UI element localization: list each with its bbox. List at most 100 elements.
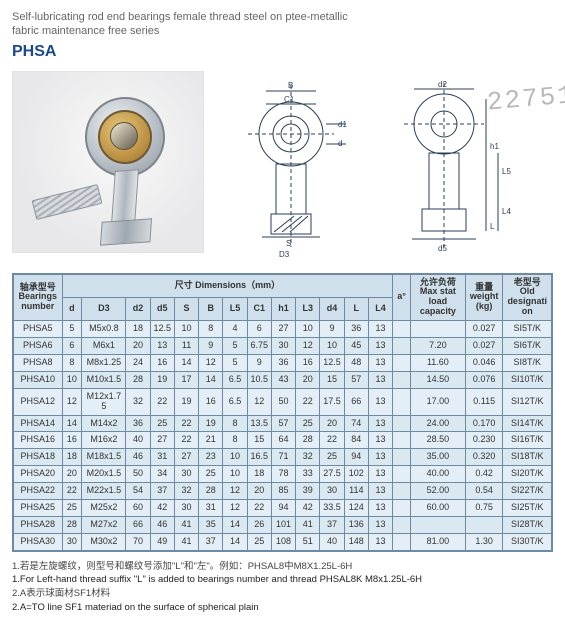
- cell-dim: 28: [199, 483, 223, 500]
- th-L4: L4: [368, 297, 392, 320]
- cell-dim: 13: [368, 338, 392, 355]
- cell-dim: 94: [271, 499, 295, 516]
- lbl-S: S: [286, 239, 291, 248]
- cell-dim: 12: [296, 338, 320, 355]
- cell-dim: 101: [271, 516, 295, 533]
- lbl-L: L: [490, 222, 495, 231]
- th-C1: C1: [247, 297, 271, 320]
- table-row: PHSA1616M16x240272221815642822841328.500…: [14, 432, 552, 449]
- cell-dim: 66: [344, 388, 368, 415]
- cell-dim: M16x2: [82, 432, 126, 449]
- cell-dim: M14x2: [82, 415, 126, 432]
- subtitle-line2: fabric maintenance free series: [12, 24, 553, 38]
- cell-dim: 30: [174, 466, 198, 483]
- th-dimensions-group: 尺寸 Dimensions（mm）: [62, 274, 393, 297]
- cell-dim: 19: [150, 371, 174, 388]
- table-row: PHSA3030M30x270494137142510851401481381.…: [14, 533, 552, 550]
- cell-dim: 22: [174, 415, 198, 432]
- cell-dim: 30: [320, 483, 344, 500]
- cell-alpha: [393, 338, 411, 355]
- cell-dim: 22: [320, 432, 344, 449]
- th-L: L: [344, 297, 368, 320]
- cell-dim: 32: [296, 449, 320, 466]
- cell-dim: 37: [150, 483, 174, 500]
- cell-dim: 33.5: [320, 499, 344, 516]
- cell-dim: 13: [368, 354, 392, 371]
- cell-dim: 12.5: [150, 321, 174, 338]
- cell-dim: 40: [126, 432, 150, 449]
- cell-dim: 20: [62, 466, 82, 483]
- table-row: PHSA2222M22x1.55437322812208539301141352…: [14, 483, 552, 500]
- lbl-L5: L5: [502, 167, 511, 176]
- cell-dim: 10: [320, 338, 344, 355]
- cell-old: SI12T/K: [503, 388, 552, 415]
- cell-dim: 13: [368, 388, 392, 415]
- cell-dim: 27: [174, 449, 198, 466]
- footnotes: 1.若是左旋螺纹，则型号和螺纹号添加"L"和"左"。例如：PHSAL8中M8X1…: [12, 560, 553, 615]
- cell-dim: 31: [199, 499, 223, 516]
- cell-dim: 85: [271, 483, 295, 500]
- cell-dim: 27.5: [320, 466, 344, 483]
- cell-dim: 13: [368, 449, 392, 466]
- cell-dim: 18: [126, 321, 150, 338]
- cell-dim: 23: [199, 449, 223, 466]
- series-name: PHSA: [12, 43, 553, 61]
- spec-table: 轴承型号 Bearings number 尺寸 Dimensions（mm） a…: [13, 274, 552, 551]
- cell-dim: 41: [174, 516, 198, 533]
- cell-dim: 13.5: [247, 415, 271, 432]
- cell-dim: 18: [62, 449, 82, 466]
- cell-max-load: 35.00: [410, 449, 465, 466]
- cell-old: SI25T/K: [503, 499, 552, 516]
- cell-max-load: 40.00: [410, 466, 465, 483]
- cell-old: SI28T/K: [503, 516, 552, 533]
- cell-dim: 28: [126, 371, 150, 388]
- note-2-en: 2.A=TO line SF1 materiad on the surface …: [12, 601, 553, 615]
- th-B: B: [199, 297, 223, 320]
- cell-weight: 0.54: [465, 483, 502, 500]
- cell-max-load: 11.60: [410, 354, 465, 371]
- cell-weight: 0.75: [465, 499, 502, 516]
- cell-dim: 22: [150, 388, 174, 415]
- cell-dim: 20: [320, 415, 344, 432]
- cell-max-load: 17.00: [410, 388, 465, 415]
- cell-dim: 14: [174, 354, 198, 371]
- cell-old: SI20T/K: [503, 466, 552, 483]
- th-S: S: [174, 297, 198, 320]
- reb-thread: [32, 184, 103, 220]
- cell-alpha: [393, 432, 411, 449]
- th-d5: d5: [150, 297, 174, 320]
- cell-dim: 13: [368, 321, 392, 338]
- cell-dim: 25: [320, 449, 344, 466]
- cell-max-load: 14.50: [410, 371, 465, 388]
- cell-dim: 13: [368, 371, 392, 388]
- cell-dim: 8: [199, 321, 223, 338]
- cell-dim: 34: [150, 466, 174, 483]
- table-row: PHSA2828M27x2664641351426101413713613SI2…: [14, 516, 552, 533]
- cell-weight: 0.027: [465, 338, 502, 355]
- cell-weight: 0.027: [465, 321, 502, 338]
- cell-dim: 114: [344, 483, 368, 500]
- cell-dim: 25: [247, 533, 271, 550]
- cell-dim: M5x0.8: [82, 321, 126, 338]
- note-1-cn: 1.若是左旋螺纹，则型号和螺纹号添加"L"和"左"。例如：PHSAL8中M8X1…: [12, 560, 553, 574]
- cell-dim: 42: [150, 499, 174, 516]
- cell-dim: M25x2: [82, 499, 126, 516]
- cell-dim: 16: [199, 388, 223, 415]
- cell-bearing-number: PHSA30: [14, 533, 63, 550]
- cell-dim: 50: [126, 466, 150, 483]
- cell-dim: 54: [126, 483, 150, 500]
- table-row: PHSA88M8x1.252416141259361612.5481311.60…: [14, 354, 552, 371]
- cell-dim: 45: [344, 338, 368, 355]
- cell-old: SI18T/K: [503, 449, 552, 466]
- lbl-d2: d2: [438, 80, 447, 89]
- cell-dim: 30: [174, 499, 198, 516]
- cell-old: SI30T/K: [503, 533, 552, 550]
- cell-weight: 0.046: [465, 354, 502, 371]
- cell-dim: 13: [368, 483, 392, 500]
- cell-dim: 6: [62, 338, 82, 355]
- table-row: PHSA66M6x1201311956.7530121045137.200.02…: [14, 338, 552, 355]
- cell-bearing-number: PHSA20: [14, 466, 63, 483]
- spec-tbody: PHSA55M5x0.81812.5108462710936130.027SI5…: [14, 321, 552, 550]
- cell-dim: 136: [344, 516, 368, 533]
- cell-bearing-number: PHSA12: [14, 388, 63, 415]
